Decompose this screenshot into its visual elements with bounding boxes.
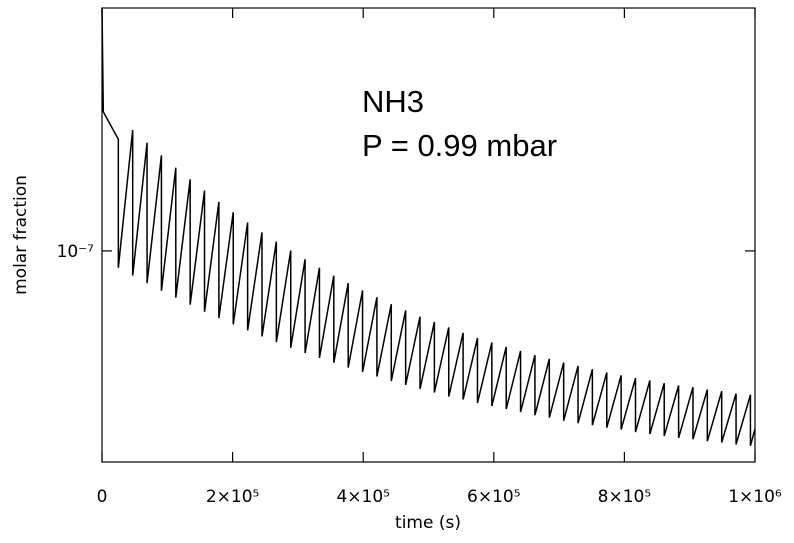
y-tick-label: 10⁻⁷ bbox=[57, 242, 95, 262]
x-tick-label: 2×10⁵ bbox=[206, 487, 260, 507]
annotation: NH3 bbox=[362, 84, 424, 119]
data-line bbox=[101, 7, 756, 446]
x-tick-label: 6×10⁵ bbox=[467, 487, 521, 507]
x-tick-label: 4×10⁵ bbox=[336, 487, 390, 507]
x-tick-label: 1×10⁶ bbox=[728, 487, 782, 507]
annotation: P = 0.99 mbar bbox=[362, 128, 557, 163]
x-tick-label: 0 bbox=[97, 487, 108, 507]
plot-frame bbox=[101, 7, 756, 463]
x-axis-label: time (s) bbox=[395, 513, 461, 533]
y-axis-label: molar fraction bbox=[11, 175, 31, 295]
x-tick-label: 8×10⁵ bbox=[598, 487, 652, 507]
